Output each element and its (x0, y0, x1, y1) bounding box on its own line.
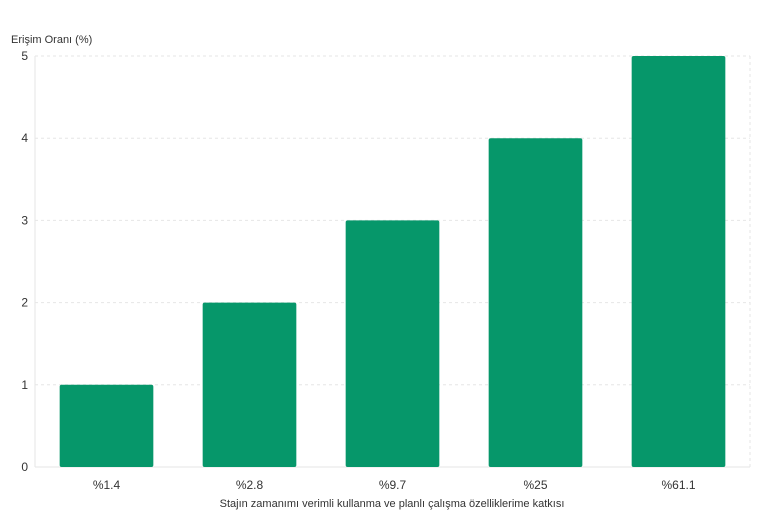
x-tick-label: %25 (523, 478, 547, 492)
bar-layer (59, 56, 726, 467)
y-tick-labels: 0 1 2 3 4 5 (21, 49, 28, 474)
bar[interactable] (59, 384, 154, 467)
x-tick-label: %9.7 (379, 478, 407, 492)
x-tick-label: %1.4 (93, 478, 121, 492)
y-tick-label: 3 (21, 213, 28, 227)
y-axis-title: Erişim Oranı (%) (11, 34, 92, 46)
bar[interactable] (202, 302, 297, 467)
x-tick-label: %2.8 (236, 478, 264, 492)
x-axis-title: Stajın zamanımı verimli kullanma ve plan… (220, 498, 565, 510)
x-tick-labels: %1.4 %2.8 %9.7 %25 %61.1 (93, 478, 696, 492)
y-tick-label: 5 (21, 49, 28, 63)
bar[interactable] (488, 138, 583, 467)
y-tick-label: 0 (21, 460, 28, 474)
y-tick-label: 2 (21, 296, 28, 310)
bar[interactable] (631, 56, 726, 467)
y-tick-label: 4 (21, 131, 28, 145)
y-tick-label: 1 (21, 378, 28, 392)
bar[interactable] (345, 220, 440, 467)
x-tick-label: %61.1 (661, 478, 695, 492)
